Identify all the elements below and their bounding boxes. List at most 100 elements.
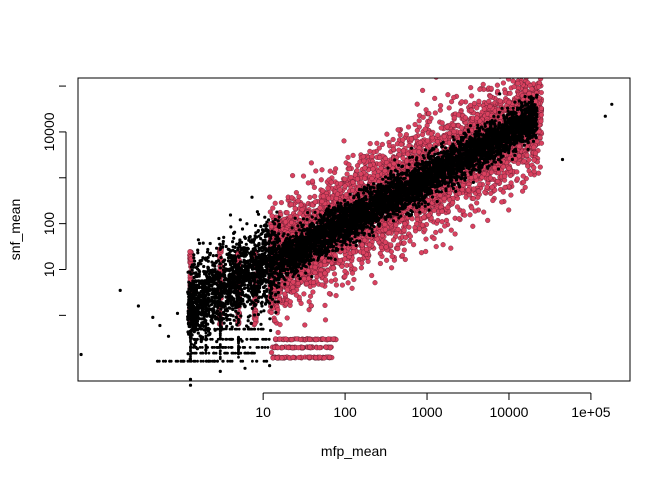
- highlight-point: [414, 221, 420, 227]
- highlight-point: [389, 253, 395, 259]
- highlight-point: [349, 270, 356, 276]
- highlight-point: [344, 171, 350, 177]
- highlight-point: [422, 227, 428, 233]
- highlight-point: [306, 299, 312, 305]
- highlight-point: [499, 199, 505, 205]
- highlight-point: [532, 150, 539, 156]
- highlight-point: [350, 179, 356, 185]
- highlight-point: [462, 115, 468, 121]
- highlight-point: [450, 122, 456, 128]
- highlight-point: [490, 197, 496, 204]
- highlight-point: [384, 131, 390, 137]
- highlight-point: [520, 188, 526, 194]
- highlight-point: [448, 227, 454, 233]
- highlight-point: [412, 121, 418, 128]
- highlight-point: [489, 184, 495, 190]
- highlight-point: [476, 98, 482, 104]
- highlight-point: [333, 195, 339, 201]
- highlight-point: [426, 110, 432, 116]
- highlight-point: [311, 184, 317, 190]
- highlight-point: [525, 163, 531, 169]
- highlight-point: [270, 205, 276, 211]
- highlight-point: [477, 181, 483, 187]
- highlight-point: [531, 165, 537, 171]
- highlight-point: [506, 165, 512, 171]
- highlight-point: [319, 282, 325, 288]
- highlight-point: [390, 136, 396, 143]
- highlight-point: [420, 87, 426, 93]
- highlight-point: [441, 134, 447, 140]
- highlight-point: [411, 242, 417, 248]
- highlight-point: [367, 242, 373, 248]
- highlight-point: [289, 219, 295, 226]
- highlight-point: [510, 78, 516, 84]
- highlight-point: [320, 193, 326, 199]
- highlight-point: [293, 292, 299, 298]
- highlight-point: [389, 265, 395, 271]
- highlight-point: [301, 291, 307, 297]
- highlight-point: [358, 171, 364, 177]
- highlight-point: [422, 126, 428, 132]
- highlight-point: [320, 188, 326, 194]
- highlight-point: [481, 106, 487, 112]
- highlight-point: [331, 271, 338, 277]
- highlight-point: [326, 195, 332, 201]
- highlight-point: [318, 177, 324, 183]
- highlight-point: [293, 190, 299, 196]
- highlight-point: [400, 137, 406, 143]
- highlight-point: [272, 200, 278, 206]
- highlight-point: [301, 276, 307, 282]
- highlight-point: [480, 81, 486, 87]
- highlight-point: [393, 222, 399, 228]
- highlight-point: [508, 192, 514, 198]
- highlight-point: [342, 273, 348, 280]
- highlight-point: [414, 216, 420, 222]
- highlight-point: [468, 107, 474, 113]
- highlight-point: [337, 258, 343, 264]
- highlight-point: [282, 291, 288, 297]
- highlight-point: [362, 175, 368, 181]
- highlight-point: [402, 221, 408, 227]
- highlight-point: [287, 299, 293, 305]
- highlight-point: [403, 234, 409, 241]
- highlight-point: [424, 138, 431, 144]
- highlight-point: [268, 310, 274, 316]
- highlight-point: [342, 183, 348, 189]
- highlight-point: [520, 173, 526, 179]
- highlight-point: [423, 236, 429, 242]
- highlight-point: [431, 207, 437, 214]
- highlight-point: [351, 276, 357, 283]
- highlight-point: [322, 317, 329, 323]
- highlight-point: [332, 252, 338, 258]
- highlight-point: [354, 168, 360, 174]
- highlight-point: [538, 90, 544, 96]
- highlight-point: [471, 186, 477, 192]
- highlight-point: [295, 198, 301, 204]
- highlight-point: [310, 289, 316, 295]
- highlight-point: [278, 200, 284, 206]
- highlight-point: [284, 315, 290, 321]
- highlight-point: [302, 322, 308, 328]
- highlight-point: [438, 103, 444, 109]
- highlight-point: [414, 127, 420, 134]
- highlight-point: [382, 155, 388, 161]
- highlight-point: [488, 190, 494, 196]
- highlight-point: [367, 148, 373, 154]
- highlight-point: [448, 245, 454, 251]
- highlight-point: [451, 115, 457, 121]
- highlight-point: [536, 170, 542, 176]
- highlight-point: [364, 246, 370, 252]
- highlight-point: [507, 90, 513, 96]
- highlight-point: [305, 180, 311, 186]
- highlight-point: [441, 196, 447, 202]
- highlight-point: [359, 260, 365, 266]
- highlight-point: [408, 136, 414, 142]
- highlight-point: [508, 180, 514, 186]
- highlight-point: [428, 115, 434, 121]
- highlight-point: [268, 224, 275, 230]
- highlight-point: [288, 201, 294, 207]
- highlight-point: [358, 265, 364, 271]
- highlight-point: [267, 194, 273, 200]
- highlight-point: [538, 118, 544, 124]
